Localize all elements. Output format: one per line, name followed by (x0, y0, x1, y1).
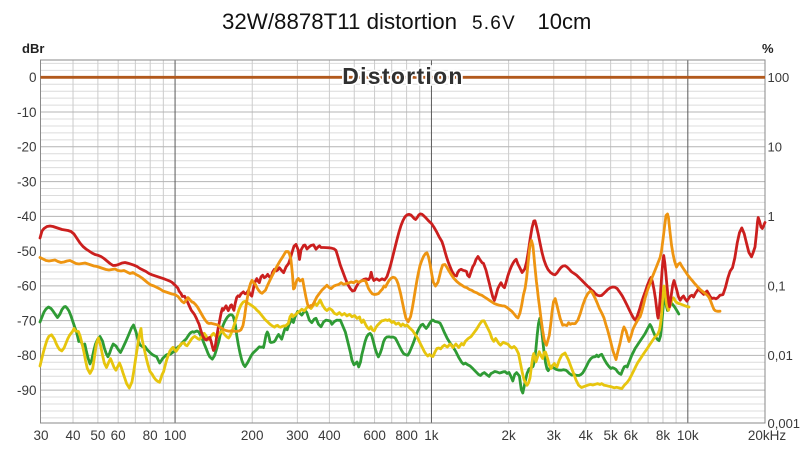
svg-text:-80: -80 (17, 348, 37, 363)
svg-text:0,01: 0,01 (768, 348, 793, 363)
svg-text:8k: 8k (656, 428, 671, 443)
svg-text:-90: -90 (17, 383, 37, 398)
svg-text:Distortion: Distortion (342, 63, 464, 89)
svg-text:32W/8878T11 distortion: 32W/8878T11 distortion (222, 9, 457, 34)
svg-text:dBr: dBr (22, 41, 44, 56)
svg-text:%: % (762, 41, 774, 56)
svg-text:800: 800 (395, 428, 418, 443)
svg-text:40: 40 (65, 428, 80, 443)
svg-text:0,1: 0,1 (768, 279, 786, 294)
svg-text:10k: 10k (677, 428, 699, 443)
svg-text:5k: 5k (603, 428, 618, 443)
svg-text:1: 1 (768, 209, 775, 224)
svg-text:20kHz: 20kHz (748, 428, 787, 443)
svg-text:4k: 4k (579, 428, 594, 443)
svg-text:400: 400 (318, 428, 341, 443)
svg-text:5.6V: 5.6V (472, 13, 516, 34)
svg-text:1k: 1k (424, 428, 439, 443)
svg-text:10cm: 10cm (538, 9, 592, 34)
svg-text:-20: -20 (17, 140, 37, 155)
svg-text:-60: -60 (17, 279, 37, 294)
svg-text:80: 80 (143, 428, 158, 443)
svg-text:3k: 3k (547, 428, 562, 443)
svg-text:60: 60 (111, 428, 126, 443)
svg-text:30: 30 (33, 428, 48, 443)
svg-text:-50: -50 (17, 244, 37, 259)
svg-text:200: 200 (241, 428, 264, 443)
svg-text:100: 100 (164, 428, 187, 443)
svg-text:600: 600 (363, 428, 386, 443)
svg-text:-40: -40 (17, 209, 37, 224)
svg-text:100: 100 (768, 70, 790, 85)
svg-text:300: 300 (286, 428, 309, 443)
svg-text:-10: -10 (17, 105, 37, 120)
svg-text:2k: 2k (501, 428, 516, 443)
svg-text:-70: -70 (17, 313, 37, 328)
svg-text:0: 0 (29, 70, 37, 85)
svg-text:-30: -30 (17, 174, 37, 189)
svg-text:10: 10 (768, 140, 782, 155)
svg-text:6k: 6k (624, 428, 639, 443)
svg-text:50: 50 (90, 428, 105, 443)
